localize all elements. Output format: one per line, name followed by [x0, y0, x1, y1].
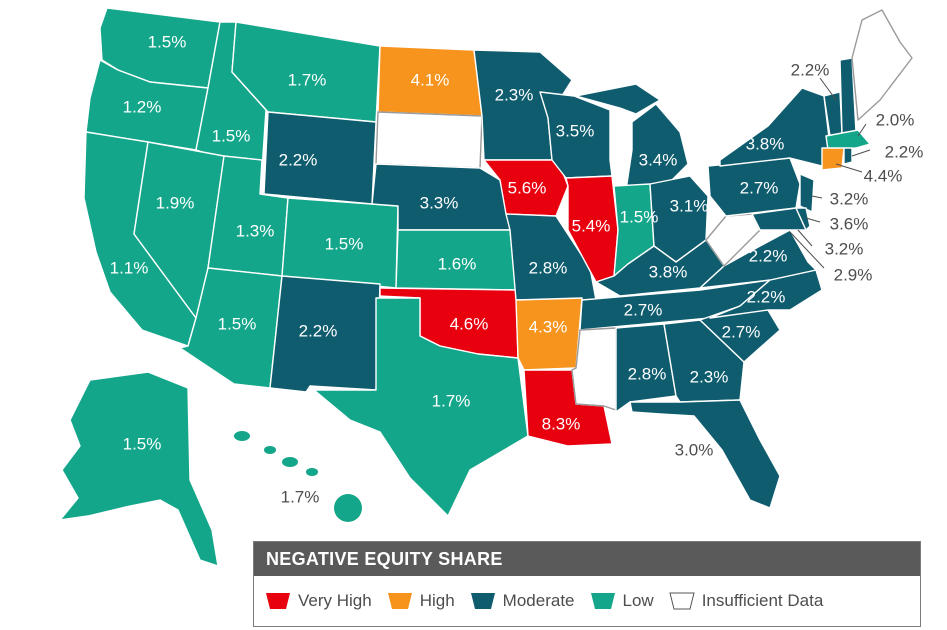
- legend-label-very-high: Very High: [298, 591, 372, 610]
- label-nj: 3.2%: [829, 189, 869, 209]
- label-oh: 3.1%: [669, 196, 709, 216]
- state-hi[interactable]: [234, 431, 362, 522]
- state-me[interactable]: [851, 9, 913, 121]
- label-ri: 2.2%: [884, 142, 924, 162]
- state-ri[interactable]: [843, 147, 853, 165]
- low-swatch: [589, 590, 617, 612]
- label-ma: 2.0%: [875, 110, 915, 130]
- label-ar: 4.3%: [528, 317, 568, 337]
- label-sc: 2.7%: [721, 322, 761, 342]
- label-ct: 4.4%: [863, 166, 903, 186]
- label-wi: 3.5%: [555, 121, 595, 141]
- label-ks: 1.6%: [437, 254, 477, 274]
- state-ct[interactable]: [821, 147, 845, 171]
- label-ok: 4.6%: [449, 314, 489, 334]
- legend: NEGATIVE EQUITY SHARE Very High High Mod…: [253, 541, 921, 627]
- legend-label-low: Low: [622, 591, 654, 610]
- label-pa: 2.7%: [739, 178, 779, 198]
- label-fl: 3.0%: [674, 440, 714, 460]
- very-high-swatch: [264, 590, 292, 612]
- state-ak[interactable]: [59, 371, 219, 567]
- state-sd[interactable]: [375, 111, 483, 169]
- label-mo: 2.8%: [528, 258, 568, 278]
- label-in: 1.5%: [619, 207, 659, 227]
- state-nc[interactable]: [709, 269, 823, 319]
- legend-label-moderate: Moderate: [502, 591, 575, 610]
- label-ut: 1.3%: [235, 221, 275, 241]
- label-co: 1.5%: [324, 234, 364, 254]
- moderate-swatch: [469, 590, 497, 612]
- label-al: 2.8%: [627, 364, 667, 384]
- state-de[interactable]: [795, 207, 811, 231]
- label-id: 1.5%: [211, 126, 251, 146]
- label-ky: 3.8%: [648, 262, 688, 282]
- label-va: 2.2%: [748, 246, 788, 266]
- legend-label-insufficient: Insufficient Data: [701, 591, 824, 610]
- state-ny[interactable]: [719, 87, 831, 167]
- legend-item-moderate: Moderate: [469, 590, 575, 612]
- label-mi: 3.4%: [638, 150, 678, 170]
- label-il: 5.4%: [571, 216, 611, 236]
- state-tx[interactable]: [313, 297, 529, 517]
- label-ca: 1.1%: [109, 258, 149, 278]
- legend-item-insufficient: Insufficient Data: [668, 590, 824, 612]
- label-or: 1.2%: [122, 97, 162, 117]
- label-wa: 1.5%: [147, 32, 187, 52]
- state-fl[interactable]: [629, 399, 781, 509]
- state-ky[interactable]: [595, 239, 725, 297]
- label-nd: 4.1%: [410, 70, 450, 90]
- insufficient-swatch: [668, 590, 696, 612]
- state-nj[interactable]: [799, 173, 815, 213]
- label-md: 3.2%: [824, 239, 864, 259]
- state-ms[interactable]: [571, 327, 617, 411]
- label-ak: 1.5%: [122, 434, 162, 454]
- label-vt: 2.2%: [790, 60, 830, 80]
- legend-item-very-high: Very High: [264, 590, 372, 612]
- label-dc: 2.9%: [833, 265, 873, 285]
- label-wy: 2.2%: [278, 150, 318, 170]
- label-ga: 2.3%: [689, 367, 729, 387]
- callout-lines: [789, 77, 871, 269]
- state-ar[interactable]: [515, 297, 583, 371]
- label-ia: 5.6%: [507, 178, 547, 198]
- label-tx: 1.7%: [431, 391, 471, 411]
- legend-item-high: High: [386, 590, 455, 612]
- label-hi: 1.7%: [280, 487, 320, 507]
- label-mt: 1.7%: [287, 70, 327, 90]
- label-nm: 2.2%: [298, 321, 338, 341]
- label-nv: 1.9%: [155, 193, 195, 213]
- state-va[interactable]: [699, 229, 817, 289]
- high-swatch: [386, 590, 414, 612]
- state-al[interactable]: [615, 323, 677, 413]
- label-la: 8.3%: [541, 414, 581, 434]
- legend-label-high: High: [419, 591, 455, 610]
- legend-items: Very High High Moderate Low Insufficient…: [254, 576, 920, 626]
- legend-item-low: Low: [589, 590, 654, 612]
- label-mn: 2.3%: [494, 85, 534, 105]
- label-nc: 2.2%: [746, 287, 786, 307]
- label-az: 1.5%: [217, 314, 257, 334]
- label-tn: 2.7%: [623, 300, 663, 320]
- label-ne: 3.3%: [419, 193, 459, 213]
- state-mi[interactable]: [575, 83, 689, 191]
- label-de: 3.6%: [829, 214, 869, 234]
- label-ny: 3.8%: [745, 134, 785, 154]
- state-nm[interactable]: [269, 275, 381, 393]
- legend-title: NEGATIVE EQUITY SHARE: [254, 542, 920, 576]
